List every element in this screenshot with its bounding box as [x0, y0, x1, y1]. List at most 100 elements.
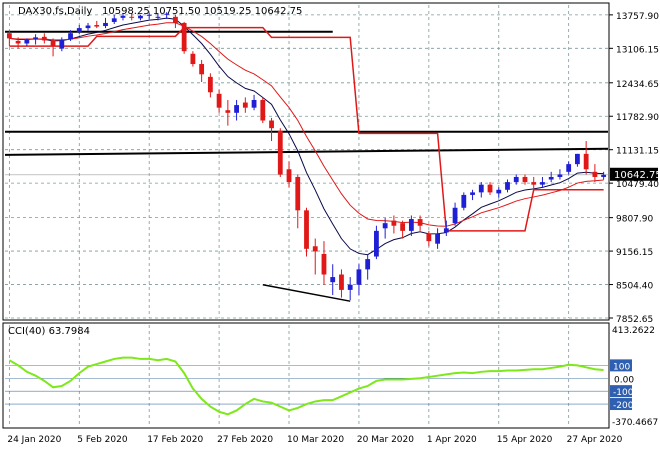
cci-label: CCI(40) 63.7984 [8, 326, 90, 337]
ohlc-label: 10598.25 10751.50 10519.25 10642.75 [102, 6, 302, 17]
candle [487, 182, 493, 195]
candle-body [540, 182, 545, 185]
time-tick-label: 27 Apr 2020 [567, 435, 623, 445]
candle-body [583, 153, 589, 170]
time-tick-label: 17 Feb 2020 [147, 435, 203, 445]
price-tick-label: 12434.65 [616, 80, 659, 90]
candle [207, 73, 213, 98]
candle-body [374, 230, 379, 257]
candle [33, 34, 38, 45]
candle-body [312, 246, 318, 252]
candle [575, 153, 580, 167]
candle [540, 176, 545, 188]
candle-body [548, 176, 554, 180]
candle [190, 51, 196, 67]
candle-body [330, 277, 336, 283]
candle [601, 171, 607, 180]
price-tick-label: 13106.15 [616, 45, 659, 55]
candle-body [164, 13, 170, 15]
time-tick-label: 24 Jan 2020 [7, 435, 61, 445]
candle [251, 94, 257, 111]
candle [129, 13, 135, 21]
cci-level-box [610, 398, 632, 411]
candle [120, 13, 126, 21]
candle-body [531, 182, 537, 185]
candle-body [347, 284, 353, 290]
cci-axis: 100 0.00 -100 -200 413.2622 -370.4667 [610, 326, 658, 428]
candle-body [155, 16, 161, 18]
price-panel-frame [2, 2, 610, 321]
candle-body [234, 105, 239, 113]
candle [443, 220, 449, 237]
candle-body [50, 40, 56, 47]
price-tick-label: 10479.40 [616, 180, 659, 190]
candle [304, 207, 309, 257]
candle-body [24, 39, 30, 44]
candle-body [321, 253, 327, 275]
time-axis: 24 Jan 2020 5 Feb 2020 17 Feb 2020 27 Feb 2… [7, 435, 622, 445]
resistance-line [4, 147, 609, 156]
candle-body [365, 259, 371, 270]
candle-body [435, 233, 440, 244]
cci-level-label: -200 [613, 401, 634, 411]
candle-body [251, 99, 257, 108]
candle-body [207, 76, 213, 93]
price-tick-label: 11131.15 [616, 147, 659, 157]
candle [505, 179, 510, 193]
candle [566, 161, 572, 175]
candle [435, 228, 440, 249]
candle [478, 182, 484, 198]
horizontal-levels [4, 30, 609, 302]
candle [592, 164, 598, 183]
candle [461, 192, 467, 211]
time-tick-label: 5 Feb 2020 [77, 435, 128, 445]
candle [15, 37, 21, 49]
candle-body [199, 64, 205, 75]
candle [181, 21, 187, 54]
candle [103, 17, 108, 29]
candle-body [68, 33, 73, 40]
candle-body [478, 184, 484, 193]
price-tick-label: 9156.15 [616, 248, 653, 258]
candle-body [138, 15, 143, 19]
candle-body [6, 33, 12, 39]
candle [321, 241, 327, 285]
time-tick-label: 27 Feb 2020 [217, 435, 273, 445]
candle-body [277, 130, 283, 175]
candle [146, 12, 152, 19]
candle-body [33, 37, 38, 40]
candle-body [173, 16, 178, 23]
candle-body [356, 269, 362, 285]
price-tick-label: 13757.90 [616, 12, 659, 22]
candle-body [242, 102, 248, 108]
candle [277, 128, 283, 177]
cci-lines [8, 356, 604, 416]
candle-body [146, 14, 152, 16]
candle [417, 215, 423, 231]
candle-body [85, 25, 91, 29]
candle-body [461, 194, 467, 208]
cci-level-box [610, 359, 632, 372]
candle [242, 97, 248, 113]
candle [68, 30, 73, 41]
price-tick-label: 11782.90 [616, 113, 659, 123]
candle [365, 253, 371, 280]
candle [111, 14, 117, 24]
cci-max-label: 413.2622 [612, 326, 655, 336]
candle-body [225, 110, 231, 113]
candle [85, 22, 91, 31]
candle [76, 25, 82, 35]
candle [452, 202, 458, 226]
candle-body [426, 233, 432, 242]
candle [269, 117, 274, 142]
candle [164, 12, 170, 19]
symbol-label: DAX30.fs,Daily [18, 6, 92, 17]
candle-body [522, 176, 528, 183]
candle [513, 174, 519, 185]
step-line [9, 26, 604, 232]
candle-body [129, 16, 135, 18]
candle [548, 171, 554, 183]
candle [59, 37, 65, 52]
